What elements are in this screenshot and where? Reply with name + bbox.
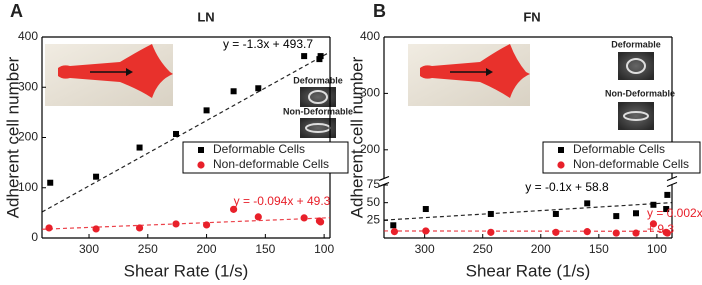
point [47,179,54,186]
fit-equation: y = -0.1x + 58.8 [525,180,609,194]
inset-cell-images [300,87,336,138]
point [649,220,658,228]
x-tick-label: 150 [589,242,609,256]
fit-equation: y = 0.002x [647,206,702,220]
point [422,206,429,213]
point [664,191,671,198]
x-axis-title: Shear Rate (1/s) [466,261,591,280]
point [301,53,308,60]
y-tick-label: 300 [360,86,380,100]
point [487,228,495,236]
x-tick-label: 200 [197,242,217,256]
point [316,56,323,63]
legend-label: Non-deformable Cells [573,157,689,171]
y-tick-label: 200 [360,142,380,156]
point [92,225,100,233]
x-axis-title: Shear Rate (1/s) [124,261,249,280]
inset-label: Non-Deformable [605,88,675,98]
point [230,205,238,213]
legend-marker [557,161,565,169]
legend-box [182,141,349,174]
point [255,85,262,92]
point [203,107,210,114]
inset-label: Deformable [611,39,661,49]
y-axis-title: Adherent cell number [347,56,366,218]
point [552,228,560,236]
x-tick-label: 200 [531,242,551,256]
point [612,229,620,237]
x-tick-label: 150 [255,242,275,256]
trend-line [41,51,331,213]
fit-equation: y = -0.094x + 49.3 [234,194,331,208]
point [173,130,180,137]
point [390,228,399,236]
legend-marker [198,147,204,153]
y-tick-label: 50 [367,195,381,209]
point [663,229,671,237]
point [487,210,494,217]
inset-cell-images [618,52,654,130]
axis-break [378,175,390,182]
legend-label: Deformable Cells [213,142,305,156]
point [633,210,639,217]
y-tick-label: 0 [31,230,38,244]
point [136,144,143,151]
point [552,210,559,217]
x-tick-label: 300 [79,242,99,256]
chart-title: FN [523,9,540,24]
y-tick-label: 400 [360,29,380,43]
legend-label: Non-deformable Cells [213,157,329,171]
y-axis-title: Adherent cell number [3,56,22,218]
x-tick-label: 300 [415,242,435,256]
point [254,213,262,221]
point [584,200,591,207]
axis-break [666,181,678,188]
chart-title: LN [197,9,214,24]
x-tick-label: 100 [647,242,667,256]
x-tick-label: 250 [138,242,158,256]
panel-label: A [10,1,23,21]
y-tick-label: 200 [18,130,38,144]
legend-box [542,141,701,174]
legend-marker [197,161,205,169]
trend-line [41,217,331,230]
panel-label: B [373,1,386,21]
inset-label: Deformable [293,75,343,85]
inset-photo [408,44,530,106]
point [650,201,657,208]
point [202,221,211,229]
inset-label: Non-Deformable [283,106,353,116]
y-tick-label: 400 [18,29,38,43]
point [230,88,237,95]
point [93,173,100,180]
y-tick-label: 300 [18,79,38,93]
y-tick-label: 75 [367,177,381,191]
point [583,228,591,236]
point [613,213,620,220]
point [663,206,670,213]
point [632,229,640,237]
point [317,53,324,60]
axis-break [666,175,678,182]
point [422,227,430,235]
point [45,224,53,232]
point [300,214,308,222]
y-tick-label: 25 [367,213,381,227]
legend-marker [558,147,564,153]
fit-equation: y = -1.3x + 493.7 [223,37,313,51]
point [135,224,144,232]
x-tick-label: 100 [314,242,334,256]
point [390,222,397,229]
point [316,218,325,226]
x-tick-label: 250 [473,242,493,256]
trend-line [383,201,673,221]
legend-label: Deformable Cells [573,142,665,156]
inset-photo [45,44,173,106]
point [172,220,180,228]
y-tick-label: 100 [18,180,38,194]
